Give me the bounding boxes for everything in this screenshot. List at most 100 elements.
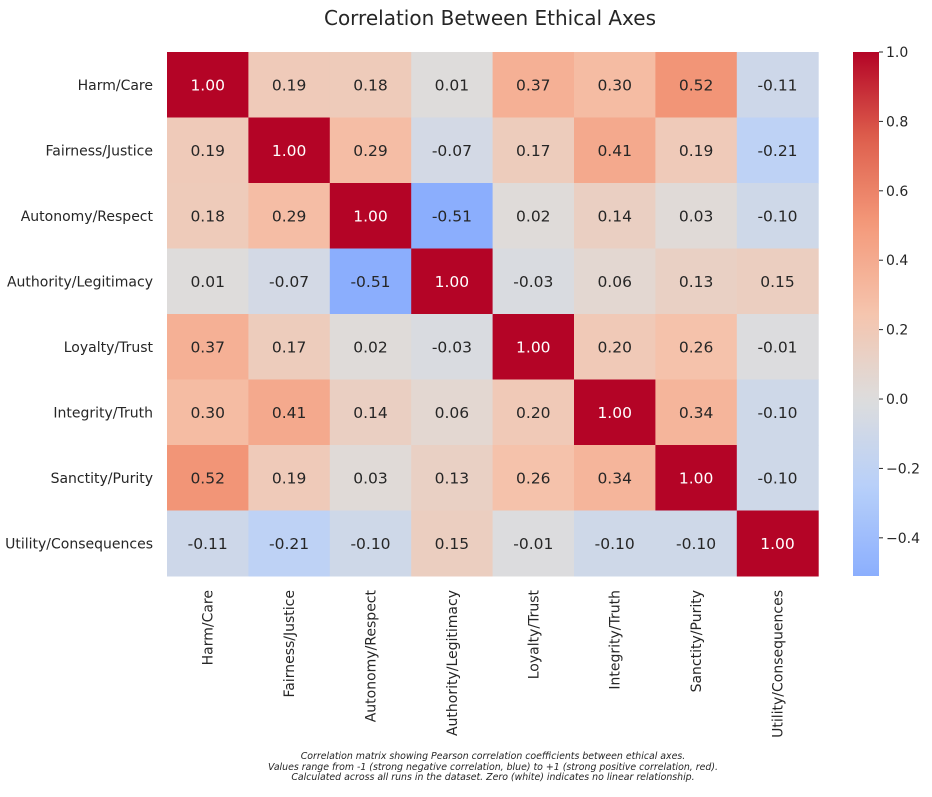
heatmap-cell — [655, 117, 738, 184]
heatmap-cell — [329, 52, 412, 118]
cell-value-label: 1.00 — [760, 535, 795, 553]
cell-value-label: -0.21 — [757, 142, 797, 160]
cell-value-label: -0.03 — [432, 338, 472, 356]
heatmap-cell — [574, 445, 656, 511]
cell-value-label: 1.00 — [272, 142, 307, 160]
cell-value-label: 0.06 — [597, 273, 632, 291]
heatmap-cell — [411, 52, 494, 118]
heatmap-cell — [411, 248, 494, 315]
heatmap-cell — [655, 510, 738, 577]
cell-value-label: 0.37 — [516, 76, 551, 94]
cell-value-label: 0.15 — [435, 535, 470, 553]
heatmap-cell — [248, 445, 331, 511]
y-axis-tick-labels: Harm/Care Fairness/Justice Autonomy/Respec… — [5, 78, 153, 553]
colorbar-tick-label: 0.0 — [886, 392, 908, 408]
cell-value-label: 0.20 — [597, 338, 632, 356]
cell-value-label: -0.10 — [757, 404, 797, 422]
heatmap-cell — [248, 248, 331, 315]
cell-value-label: -0.03 — [513, 273, 553, 291]
cell-value-label: 0.29 — [272, 207, 307, 225]
cell-value-label: 0.14 — [353, 404, 388, 422]
heatmap-cell — [574, 248, 656, 315]
cell-value-label: 0.18 — [353, 76, 388, 94]
heatmap-cells: 1.00 0.19 0.18 0.01 0.37 0.30 0.52 -0.11 0.19 1.0… — [167, 52, 819, 577]
heatmap-cell — [167, 379, 249, 446]
heatmap-cell — [248, 183, 331, 249]
colorbar-tick-label: 0.4 — [886, 253, 908, 269]
heatmap-cell — [655, 52, 738, 118]
cell-value-label: 0.14 — [597, 207, 632, 225]
colorbar-tick-label: 0.6 — [886, 184, 908, 200]
cell-value-label: 0.02 — [353, 338, 388, 356]
heatmap-cell — [492, 248, 575, 315]
colorbar-tick-label: 0.8 — [886, 114, 908, 130]
colorbar-tick-label: −0.2 — [886, 461, 920, 477]
heatmap-cell — [248, 117, 331, 184]
cell-value-label: 0.13 — [435, 469, 470, 487]
cell-value-label: 0.18 — [190, 207, 225, 225]
caption-line-1: Correlation matrix showing Pearson corre… — [300, 751, 686, 762]
colorbar-tick-label: −0.4 — [886, 531, 920, 547]
cell-value-label: -0.11 — [188, 535, 228, 553]
cell-value-label: 0.15 — [760, 273, 795, 291]
cell-value-label: 0.01 — [190, 273, 225, 291]
colorbar-tick-label: 1.0 — [886, 45, 908, 61]
cell-value-label: -0.11 — [757, 76, 797, 94]
heatmap-cell — [411, 379, 494, 446]
cell-value-label: 0.01 — [435, 76, 470, 94]
y-tick-label: Loyalty/Trust — [64, 340, 154, 356]
heatmap-cell — [329, 117, 412, 184]
cell-value-label: -0.10 — [676, 535, 716, 553]
cell-value-label: 0.13 — [679, 273, 714, 291]
heatmap-cell — [411, 117, 494, 184]
caption-line-2: Values range from -1 (strong negative co… — [268, 761, 718, 773]
heatmap-cell — [655, 314, 738, 380]
cell-value-label: 0.29 — [353, 142, 388, 160]
cell-value-label: 0.19 — [272, 469, 307, 487]
heatmap-cell — [492, 379, 575, 446]
heatmap-cell — [655, 183, 738, 249]
cell-value-label: 1.00 — [190, 76, 225, 94]
heatmap-cell — [411, 183, 494, 249]
cell-value-label: 0.19 — [679, 142, 714, 160]
cell-value-label: 1.00 — [435, 273, 470, 291]
cell-value-label: 0.17 — [516, 142, 551, 160]
heatmap-cell — [167, 248, 249, 315]
heatmap-cell — [329, 314, 412, 380]
cell-value-label: 0.41 — [272, 404, 307, 422]
cell-value-label: 0.26 — [679, 338, 714, 356]
y-tick-label: Authority/Legitimacy — [7, 274, 153, 290]
cell-value-label: -0.10 — [757, 469, 797, 487]
x-tick-label: Loyalty/Trust — [526, 590, 542, 680]
heatmap-cell — [248, 314, 331, 380]
cell-value-label: 0.30 — [597, 76, 632, 94]
heatmap-cell — [411, 510, 494, 577]
x-axis-tick-labels: Harm/Care Fairness/Justice Autonomy/Respec… — [201, 589, 787, 737]
heatmap-cell — [736, 117, 819, 184]
cell-value-label: 0.26 — [516, 469, 551, 487]
heatmap-cell — [329, 379, 412, 446]
y-tick-label: Sanctity/Purity — [51, 471, 153, 487]
x-tick-label: Utility/Consequences — [771, 590, 787, 738]
heatmap-cell — [574, 510, 656, 577]
cell-value-label: 0.37 — [190, 338, 225, 356]
chart-title: Correlation Between Ethical Axes — [324, 6, 656, 30]
cell-value-label: 0.30 — [190, 404, 225, 422]
heatmap-cell — [655, 248, 738, 315]
heatmap-cell — [574, 379, 656, 446]
cell-value-label: 0.19 — [272, 76, 307, 94]
heatmap-cell — [167, 510, 249, 577]
cell-value-label: 0.34 — [679, 404, 714, 422]
x-tick-label: Sanctity/Purity — [689, 590, 705, 692]
heatmap-cell — [574, 183, 656, 249]
cell-value-label: -0.01 — [513, 535, 553, 553]
cell-value-label: -0.10 — [350, 535, 390, 553]
heatmap-cell — [736, 314, 819, 380]
cell-value-label: -0.10 — [595, 535, 635, 553]
heatmap-cell — [492, 183, 575, 249]
colorbar-bar — [853, 52, 879, 576]
x-tick-label: Fairness/Justice — [282, 590, 298, 698]
heatmap-cell — [329, 183, 412, 249]
heatmap-cell — [655, 379, 738, 446]
